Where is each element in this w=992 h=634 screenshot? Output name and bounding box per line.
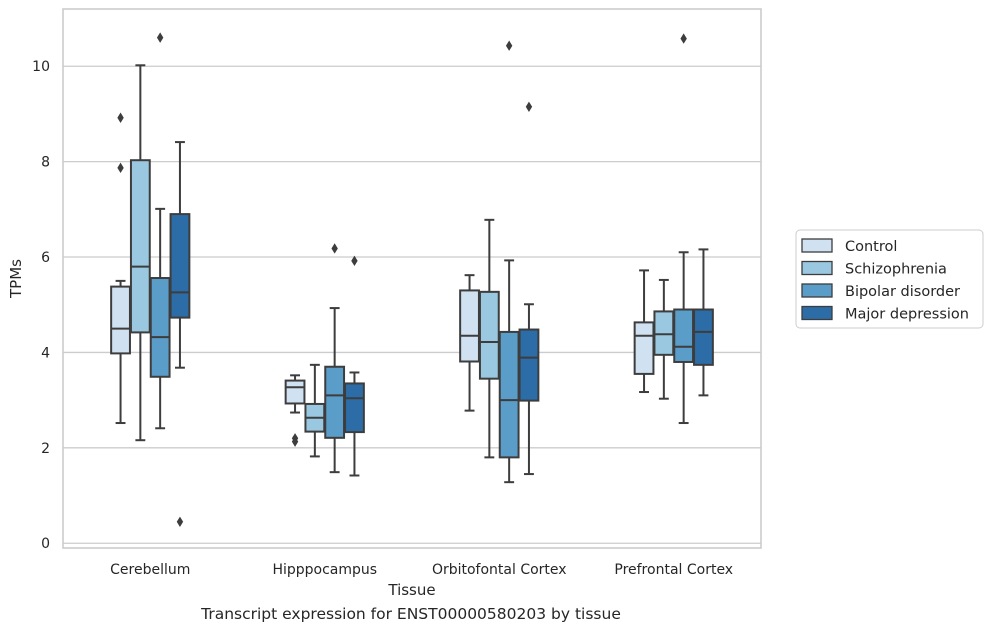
legend-label: Bipolar disorder <box>845 284 960 300</box>
legend-frame <box>795 229 984 329</box>
outlier-point <box>117 112 124 123</box>
legend-label: Control <box>845 239 897 255</box>
legend-swatch <box>801 305 833 321</box>
legend-label: Major depression <box>845 307 969 323</box>
x-tick-label: Orbitofontal Cortex <box>432 562 567 578</box>
box-major-depression <box>693 308 714 366</box>
box-control <box>284 379 306 405</box>
box-schizophrenia <box>478 290 500 380</box>
y-tick-labels: 0 2 4 6 8 10 <box>32 59 50 552</box>
outlier-point <box>505 40 513 51</box>
y-axis-label: TPMs <box>7 259 25 299</box>
y-tick-label: 8 <box>41 155 50 171</box>
outlier-point <box>117 162 124 174</box>
box-control <box>110 285 131 355</box>
box-group-hipppocampus <box>284 243 365 477</box>
box-group-orbitofontal-cortex <box>459 40 540 484</box>
box-control <box>459 289 480 363</box>
legend-swatch <box>801 238 833 253</box>
legend-swatch <box>801 283 833 298</box>
box-group-cerebellum <box>110 32 191 527</box>
outlier-point <box>680 33 687 44</box>
y-tick-label: 4 <box>41 345 50 361</box>
x-tick-label: Cerebellum <box>110 562 190 578</box>
box-schizophrenia <box>653 310 675 356</box>
box-bipolar-disorder <box>149 277 171 378</box>
y-tick-label: 6 <box>41 250 50 266</box>
box-groups <box>110 32 714 527</box>
plot-area-frame <box>62 8 762 549</box>
x-tick-label: Hipppocampus <box>272 562 377 578</box>
outlier-point <box>351 255 358 267</box>
legend: Control Schizophrenia Bipolar disorder Majo… <box>795 229 984 329</box>
box-bipolar-disorder <box>324 365 346 439</box>
outlier-point <box>176 516 184 527</box>
box-schizophrenia <box>129 159 151 334</box>
legend-label: Schizophrenia <box>845 262 947 278</box>
legend-swatch <box>801 260 833 276</box>
box-bipolar-disorder <box>498 330 520 459</box>
outlier-point <box>525 101 533 112</box>
box-control <box>633 321 655 375</box>
y-tick-label: 10 <box>32 59 50 75</box>
x-axis-label: Tissue <box>387 581 435 599</box>
outlier-point <box>291 433 299 444</box>
y-tick-label: 0 <box>41 536 50 552</box>
outlier-point <box>331 243 338 254</box>
y-tick-label: 2 <box>41 441 50 457</box>
outlier-point <box>156 32 164 43</box>
box-major-depression <box>169 213 191 319</box>
box-major-depression <box>344 382 365 434</box>
box-group-prefrontal-cortex <box>633 33 714 425</box>
box-bipolar-disorder <box>673 308 695 363</box>
x-tick-label: Prefrontal Cortex <box>614 562 733 578</box>
x-tick-labels: Cerebellum Hipppocampus Orbitofontal Corte… <box>110 562 733 578</box>
box-major-depression <box>518 328 540 402</box>
figure-caption: Transcript expression for ENST0000058020… <box>201 605 621 623</box>
